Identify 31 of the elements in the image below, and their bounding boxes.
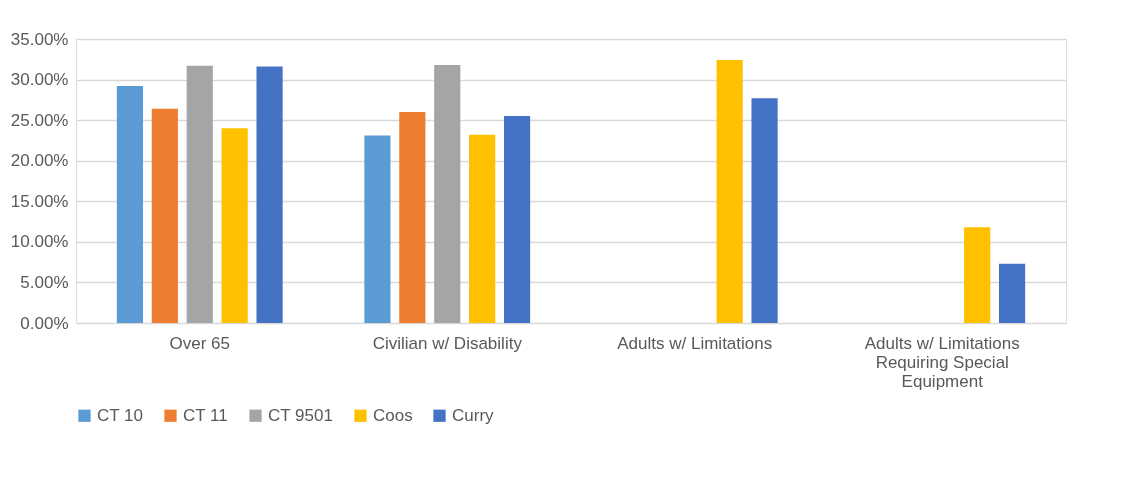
bar: [469, 134, 496, 323]
bar: [116, 86, 144, 323]
bar: [434, 64, 461, 323]
bar: [364, 135, 391, 323]
y-tick-label: 30.00%: [10, 70, 69, 90]
legend-label: Coos: [373, 405, 413, 425]
y-tick-label: 35.00%: [10, 29, 69, 49]
x-tick-label: Adults w/ Limitations Requiring Special Equipment: [864, 333, 1020, 391]
bar: [256, 66, 283, 323]
bar: [964, 227, 991, 323]
bar: [751, 98, 778, 323]
legend-label: CT 9501: [268, 405, 333, 425]
y-tick-label: 25.00%: [10, 110, 69, 130]
legend-label: CT 11: [183, 405, 228, 425]
bar: [221, 128, 248, 323]
bar: [399, 112, 426, 323]
legend-label: Curry: [452, 405, 495, 425]
x-tick-label: Civilian w/ Disability: [372, 333, 523, 353]
y-tick-label: 20.00%: [10, 151, 69, 171]
bar: [186, 65, 213, 323]
bar: [716, 60, 743, 323]
bar: [151, 108, 178, 323]
bar: [998, 263, 1026, 323]
y-tick-label: 5.00%: [20, 272, 69, 292]
y-tick-label: 15.00%: [10, 191, 69, 211]
x-tick-label: Over 65: [169, 333, 230, 353]
y-tick-label: 10.00%: [10, 232, 69, 252]
legend-label: CT 10: [97, 405, 143, 425]
x-tick-label: Adults w/ Limitations: [617, 333, 773, 353]
bar: [503, 116, 531, 323]
y-tick-label: 0.00%: [20, 313, 69, 333]
